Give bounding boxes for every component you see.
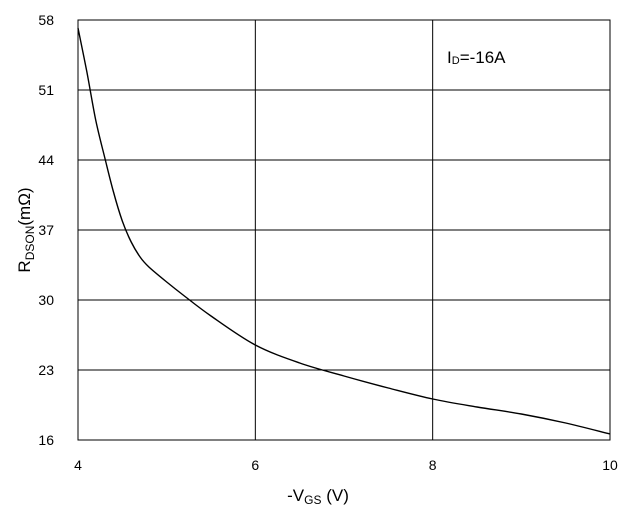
y-axis-label-sub: DSON [23,226,37,261]
y-axis-label: RDSON(mΩ) [15,187,37,272]
y-tick-label: 16 [38,432,54,448]
y-tick-label: 30 [38,292,54,308]
y-tick-label: 51 [38,82,54,98]
x-axis-label-tail: (V) [321,486,348,505]
annotation-tail: =-16A [460,48,506,67]
y-tick-label: 23 [38,362,54,378]
y-tick-label: 44 [38,152,54,168]
y-tick-labels: 16 23 30 37 44 51 58 [38,12,54,448]
x-axis-label-main: -V [287,486,305,505]
grid [77,19,611,441]
plot-frame [77,19,611,441]
x-tick-label: 4 [74,457,82,473]
y-axis-label-tail: (mΩ) [15,187,34,225]
y-tick-label: 58 [38,12,54,28]
x-tick-label: 6 [251,457,259,473]
annotation-main: I [447,48,452,67]
y-tick-label: 37 [38,222,54,238]
x-tick-label: 10 [602,457,618,473]
x-tick-labels: 4 6 8 10 [74,457,618,473]
x-axis-label-sub: GS [304,493,321,507]
x-axis-label: -VGS (V) [287,486,349,507]
annotation: ID=-16A [447,48,506,67]
y-axis-label-main: R [15,260,34,272]
annotation-sub: D [452,55,460,67]
series-line [77,27,611,435]
x-tick-label: 8 [429,457,437,473]
